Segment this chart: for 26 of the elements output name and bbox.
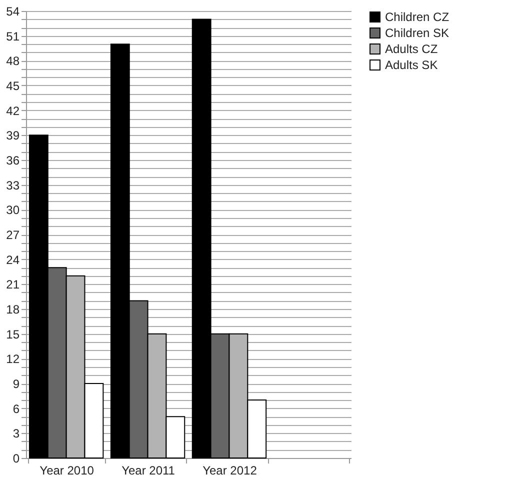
x-tick-label: Year 2010: [40, 464, 94, 478]
legend-label: Children CZ: [385, 10, 450, 24]
y-tick-label: 18: [6, 302, 20, 316]
x-tick-label: Year 2011: [122, 464, 176, 478]
y-tick-label: 0: [12, 452, 20, 466]
y-tick-label: 3: [12, 426, 20, 441]
y-tick-label: 27: [6, 228, 20, 242]
y-tick-label: 33: [6, 178, 20, 192]
y-tick-label: 30: [6, 203, 20, 218]
y-tick-label: 12: [6, 352, 20, 366]
y-tick-label: 36: [6, 154, 20, 168]
legend-label: Adults CZ: [385, 42, 438, 56]
legend-label: Adults SK: [385, 58, 438, 72]
y-tick-label: 21: [6, 278, 20, 292]
y-tick-label: 45: [6, 79, 20, 93]
y-tick-label: 51: [6, 29, 20, 44]
y-tick-label: 6: [12, 402, 20, 416]
x-tick-label: Year 2012: [202, 464, 258, 478]
y-tick-label: 15: [6, 327, 20, 342]
y-tick-label: 9: [12, 377, 20, 391]
y-tick-label: 42: [6, 104, 20, 118]
y-tick-label: 54: [6, 4, 20, 18]
y-tick-label: 48: [6, 54, 20, 68]
y-tick-label: 24: [6, 252, 20, 267]
y-tick-label: 39: [6, 128, 20, 143]
legend-label: Children SK: [385, 26, 450, 40]
